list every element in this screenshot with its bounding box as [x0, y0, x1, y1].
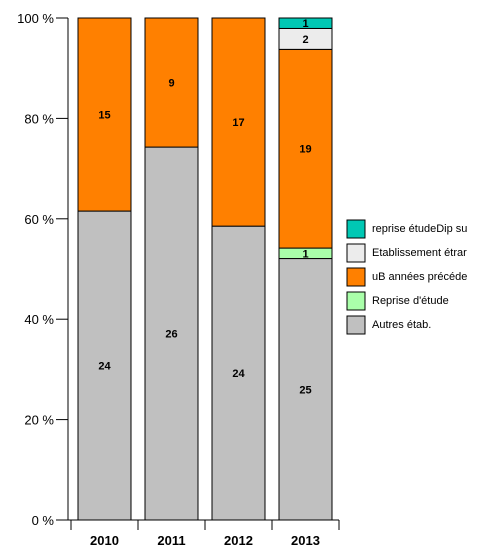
bar-segment	[77, 17, 132, 212]
legend-swatch	[346, 243, 366, 263]
data-labels-group: 24 15 26 9 24 17 25 1 19 2 1	[98, 18, 311, 396]
legend-label: Etablissement étrar	[372, 247, 467, 259]
x-category-label: 2012	[224, 533, 253, 545]
legend-label: uB années précéde	[372, 271, 467, 283]
y-tick-label: 0 %	[32, 513, 55, 528]
legend-label: reprise étudeDip su	[372, 223, 467, 235]
data-label: 24	[232, 368, 245, 380]
data-label: 24	[98, 361, 111, 373]
data-label: 9	[168, 78, 174, 90]
bar-segment	[278, 48, 333, 249]
bar-segment	[211, 17, 266, 227]
data-label: 2	[302, 34, 308, 46]
legend-swatch	[346, 315, 366, 335]
data-label: 17	[232, 117, 244, 129]
x-category-label: 2011	[157, 533, 185, 545]
legend-swatch	[346, 291, 366, 311]
x-axis: 2010 2011 2012 2013	[68, 519, 340, 545]
bars-group	[77, 17, 333, 521]
y-tick-label: 20 %	[24, 413, 54, 428]
bar-segment	[144, 17, 199, 148]
y-axis: 0 % 20 % 40 % 60 % 80 % 100 %	[17, 11, 69, 528]
bar-segment	[77, 210, 132, 521]
legend-label: Autres étab.	[372, 319, 431, 331]
data-label: 1	[302, 18, 308, 30]
bar-segment	[278, 258, 333, 521]
data-label: 15	[98, 110, 110, 122]
bar-segment	[144, 146, 199, 521]
legend: reprise étudeDip su Etablissement étrar uB…	[346, 219, 467, 335]
legend-label: Reprise d'étude	[372, 295, 449, 307]
legend-swatch	[346, 267, 366, 287]
data-label: 1	[302, 248, 308, 260]
data-label: 26	[165, 329, 177, 341]
y-tick-label: 40 %	[24, 312, 54, 327]
x-category-label: 2010	[90, 533, 119, 545]
x-category-label: 2013	[291, 533, 320, 545]
bar-segment	[211, 225, 266, 521]
data-label: 25	[299, 384, 311, 396]
y-tick-label: 60 %	[24, 212, 54, 227]
y-tick-label: 80 %	[24, 111, 54, 126]
bar-segment	[278, 17, 333, 29]
y-tick-label: 100 %	[17, 11, 54, 26]
data-label: 19	[299, 144, 311, 156]
legend-swatch	[346, 219, 366, 239]
